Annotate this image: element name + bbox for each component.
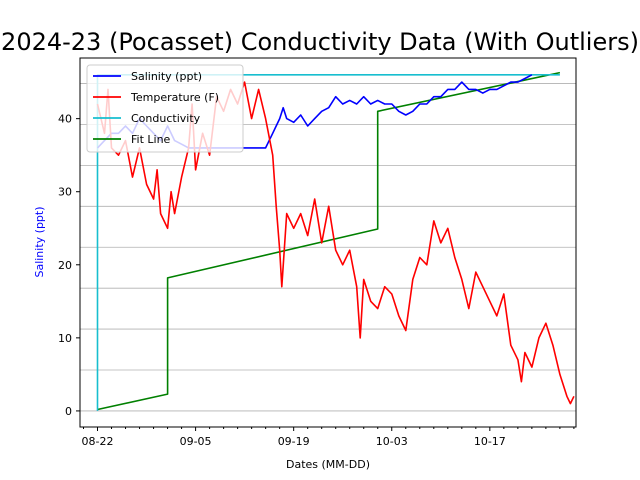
y-tick-label: 0 — [65, 405, 72, 418]
x-axis: 08-22 09-05 09-19 10-03 10-17 — [82, 427, 575, 448]
legend: Salinity (ppt) Temperature (F) Conductivit… — [86, 64, 244, 153]
legend-label: Fit Line — [131, 133, 171, 146]
x-axis-label: Dates (MM-DD) — [286, 458, 370, 471]
y-axis: 0 10 20 30 40 — [58, 113, 80, 418]
series-line-temperature-f — [96, 81, 575, 405]
x-tick-label: 09-19 — [278, 435, 310, 448]
y-tick-label: 40 — [58, 113, 72, 126]
legend-box — [86, 64, 244, 153]
legend-label: Temperature (F) — [130, 91, 219, 104]
chart-title: 2024-23 (Pocasset) Conductivity Data (Wi… — [1, 28, 639, 56]
plot-frame — [79, 57, 577, 428]
y-axis-label: Salinity (ppt) — [33, 206, 46, 277]
x-tick-label: 10-17 — [474, 435, 506, 448]
legend-label: Conductivity — [131, 112, 201, 125]
x-tick-label: 10-03 — [376, 435, 408, 448]
y-tick-label: 20 — [58, 259, 72, 272]
y-tick-label: 30 — [58, 186, 72, 199]
x-tick-label: 08-22 — [82, 435, 114, 448]
y-tick-label: 10 — [58, 332, 72, 345]
x-tick-label: 09-05 — [180, 435, 212, 448]
series-line-fit-line — [97, 71, 561, 411]
legend-label: Salinity (ppt) — [131, 70, 202, 83]
